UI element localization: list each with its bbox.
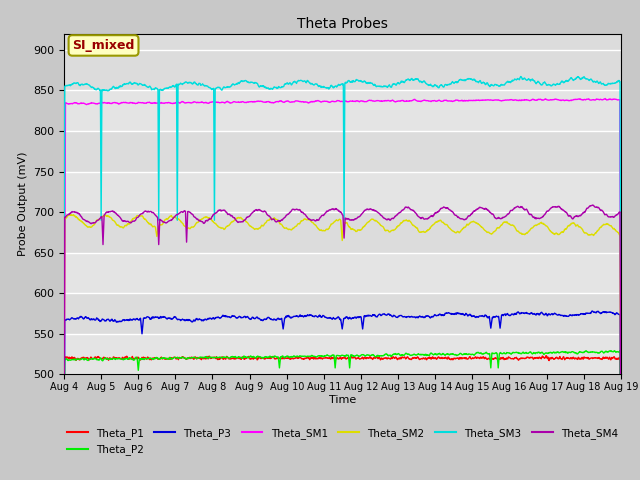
Y-axis label: Probe Output (mV): Probe Output (mV) — [17, 152, 28, 256]
X-axis label: Time: Time — [329, 395, 356, 405]
Bar — [64, 334, 621, 374]
Bar — [64, 252, 621, 293]
Text: SI_mixed: SI_mixed — [72, 39, 135, 52]
Title: Theta Probes: Theta Probes — [297, 17, 388, 31]
Bar — [64, 90, 621, 131]
Bar — [64, 171, 621, 212]
Legend: Theta_P1, Theta_P2, Theta_P3, Theta_SM1, Theta_SM2, Theta_SM3, Theta_SM4: Theta_P1, Theta_P2, Theta_P3, Theta_SM1,… — [63, 424, 622, 459]
